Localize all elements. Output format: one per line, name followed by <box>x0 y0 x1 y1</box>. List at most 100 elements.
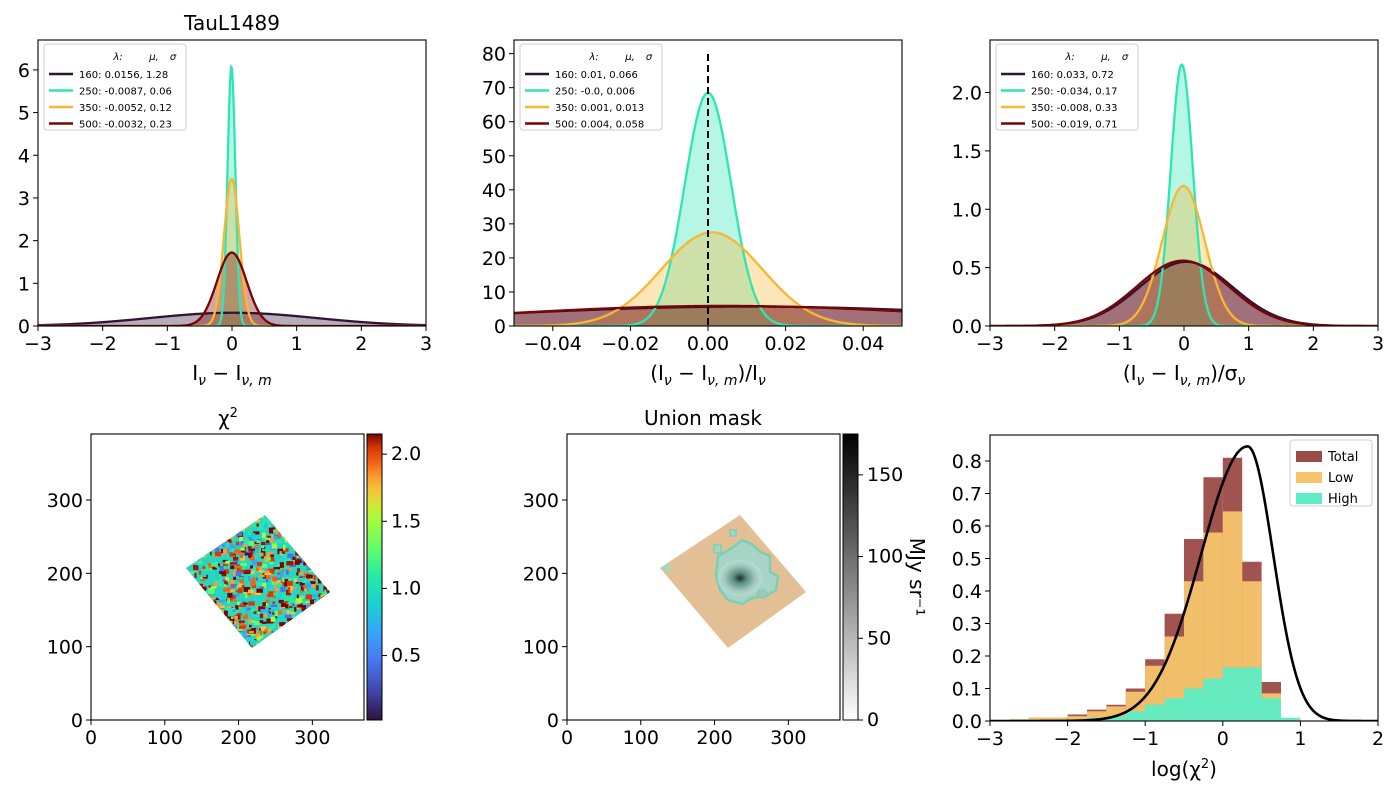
chi-square-pixel <box>251 570 255 575</box>
chi-square-pixel <box>202 566 207 569</box>
y-tick-label: 70 <box>482 78 506 100</box>
chi-square-pixel <box>286 561 294 566</box>
chi-square-pixel <box>187 529 194 535</box>
chi-square-pixel <box>208 585 213 588</box>
chi-square-pixel <box>321 624 329 628</box>
y-tick-label: 30 <box>482 214 506 236</box>
chi-square-pixel <box>288 529 293 533</box>
chi-square-pixel <box>327 644 330 647</box>
x-tick-label: 1 <box>291 333 303 355</box>
chi-square-pixel <box>284 614 292 618</box>
chi-square-pixel <box>284 533 287 539</box>
chi-square-pixel <box>321 558 324 564</box>
chi-square-pixel <box>296 601 303 608</box>
chi-square-pixel <box>191 609 197 615</box>
chi-square-pixel <box>190 638 195 643</box>
chi-square-pixel <box>216 519 221 524</box>
chi-square-pixel <box>310 581 316 585</box>
chi-square-pixel <box>221 633 225 638</box>
chi-square-pixel <box>239 524 244 529</box>
chi-square-pixel <box>327 622 330 625</box>
chi-square-pixel <box>280 523 288 529</box>
chi-square-pixel <box>253 611 257 614</box>
chi-square-pixel <box>315 650 322 655</box>
chi-square-pixel <box>197 615 200 620</box>
chi-square-pixel <box>223 548 228 554</box>
chi-square-pixel <box>276 637 280 640</box>
chi-square-pixel <box>222 518 226 525</box>
chi-square-pixel <box>253 548 257 554</box>
legend-box <box>995 43 1139 131</box>
chi-square-pixel <box>201 555 207 558</box>
panel-chi-square-map: χ2 00 100 100 200 200 300 300 0.5 1.0 1.5 2.0 <box>47 406 421 749</box>
histogram-bar <box>1028 717 1049 721</box>
chi-square-pixel <box>323 619 330 624</box>
chi-square-pixel <box>330 634 336 637</box>
chi-square-pixel <box>330 648 335 650</box>
x-tick-label: 1 <box>1294 728 1306 750</box>
chi-square-pixel <box>208 538 213 545</box>
chi-square-pixel <box>238 636 243 640</box>
chi-square-pixel <box>213 630 217 634</box>
chi-square-pixel <box>262 602 266 607</box>
chi-square-pixel <box>314 521 321 527</box>
y-tick-label: 100 <box>523 637 559 659</box>
chi-square-pixel <box>291 628 296 633</box>
y-tick-label: 0.7 <box>952 484 982 506</box>
histogram-bar <box>1281 717 1301 721</box>
y-tick-label: 80 <box>482 44 506 66</box>
chi-square-pixel <box>331 614 337 619</box>
chi-square-pixel <box>189 601 196 607</box>
chi-square-pixel <box>224 577 227 584</box>
chi-square-pixel <box>314 600 321 606</box>
chi-square-pixel <box>311 594 318 598</box>
y-tick-label: 2 <box>18 231 30 253</box>
chi-square-pixel <box>227 618 230 623</box>
chi-square-pixel <box>192 518 199 521</box>
chi-square-pixel <box>320 644 328 648</box>
chi-square-pixel <box>282 630 289 633</box>
chi-square-pixel <box>318 639 324 646</box>
chi-square-pixel <box>242 564 246 570</box>
chi-square-pixel <box>274 519 281 524</box>
chi-square-pixel <box>266 574 271 580</box>
legend-label: 160: 0.033, 0.72 <box>1031 70 1114 81</box>
chi-square-pixel <box>308 533 313 538</box>
chi-square-pixel <box>323 543 330 546</box>
chi-square-pixel <box>236 552 242 555</box>
legend-label: 250: -0.034, 0.17 <box>1031 87 1118 98</box>
chi-square-pixel <box>199 546 205 552</box>
legend-header: μ, <box>148 52 159 63</box>
chi-square-pixel <box>265 578 268 583</box>
chi-square-pixel <box>324 527 329 531</box>
chi-square-pixel <box>192 525 199 528</box>
chi-square-pixel <box>328 615 330 619</box>
y-tick-label: 300 <box>523 490 559 512</box>
legend-label: 250: -0.0, 0.006 <box>555 87 635 98</box>
chi-square-pixel <box>323 586 327 592</box>
chi-square-pixel <box>243 569 251 573</box>
chi-square-pixel <box>250 580 256 586</box>
chi-square-pixel <box>219 576 225 580</box>
chi-square-pixel <box>329 620 330 625</box>
chi-square-pixel <box>274 515 277 519</box>
chi-square-pixel <box>307 603 314 606</box>
chi-square-pixel <box>326 621 330 627</box>
chi-square-pixel <box>255 544 262 547</box>
chi-square-pixel <box>208 645 215 648</box>
chi-square-pixel <box>254 555 257 559</box>
chi-square-pixel <box>220 533 227 537</box>
chi-square-pixel <box>285 527 288 532</box>
chi-square-pixel <box>306 559 313 565</box>
legend-swatch <box>1296 472 1322 483</box>
legend-header: μ, <box>1100 52 1111 63</box>
chi-square-pixel <box>255 633 260 640</box>
chi-square-pixel <box>281 638 287 642</box>
chi-square-pixel <box>220 605 225 608</box>
chi-square-pixel <box>282 524 288 530</box>
chi-square-pixel <box>278 609 283 615</box>
chi-square-pixel <box>192 609 196 612</box>
chi-square-pixel <box>230 632 237 636</box>
chi-square-pixel <box>285 569 289 575</box>
x-axis-label: log(χ2) <box>1151 757 1217 781</box>
